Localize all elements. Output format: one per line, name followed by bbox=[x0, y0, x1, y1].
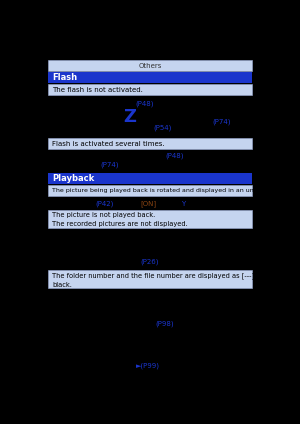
Text: (P98): (P98) bbox=[156, 321, 174, 327]
Text: (P42): (P42) bbox=[96, 201, 114, 207]
Text: The folder number and the file number are displayed as [---] and the screen turn: The folder number and the file number ar… bbox=[52, 272, 300, 288]
FancyBboxPatch shape bbox=[48, 72, 252, 83]
Text: (P74): (P74) bbox=[213, 119, 231, 125]
Text: (P54): (P54) bbox=[154, 125, 172, 131]
FancyBboxPatch shape bbox=[48, 173, 252, 184]
Text: Z: Z bbox=[124, 108, 136, 126]
Text: The picture is not played back.
The recorded pictures are not displayed.: The picture is not played back. The reco… bbox=[52, 212, 188, 227]
Text: The picture being played back is rotated and displayed in an unexpected directio: The picture being played back is rotated… bbox=[52, 188, 300, 193]
Text: Flash: Flash bbox=[52, 73, 77, 82]
FancyBboxPatch shape bbox=[48, 138, 252, 149]
FancyBboxPatch shape bbox=[48, 270, 252, 288]
FancyBboxPatch shape bbox=[48, 210, 252, 228]
Text: Y: Y bbox=[181, 201, 185, 207]
FancyBboxPatch shape bbox=[48, 84, 252, 95]
Text: ►(P99): ►(P99) bbox=[136, 363, 160, 369]
Text: Playback: Playback bbox=[52, 174, 94, 183]
Text: (P48): (P48) bbox=[136, 101, 154, 107]
Text: The flash is not activated.: The flash is not activated. bbox=[52, 86, 143, 92]
FancyBboxPatch shape bbox=[48, 60, 252, 71]
Text: Others: Others bbox=[138, 62, 162, 69]
Text: Flash is activated several times.: Flash is activated several times. bbox=[52, 140, 165, 147]
FancyBboxPatch shape bbox=[48, 185, 252, 196]
Text: (P74): (P74) bbox=[101, 162, 119, 168]
Text: (P26): (P26) bbox=[141, 259, 159, 265]
Text: [ON]: [ON] bbox=[140, 201, 156, 207]
Text: (P48): (P48) bbox=[166, 153, 184, 159]
